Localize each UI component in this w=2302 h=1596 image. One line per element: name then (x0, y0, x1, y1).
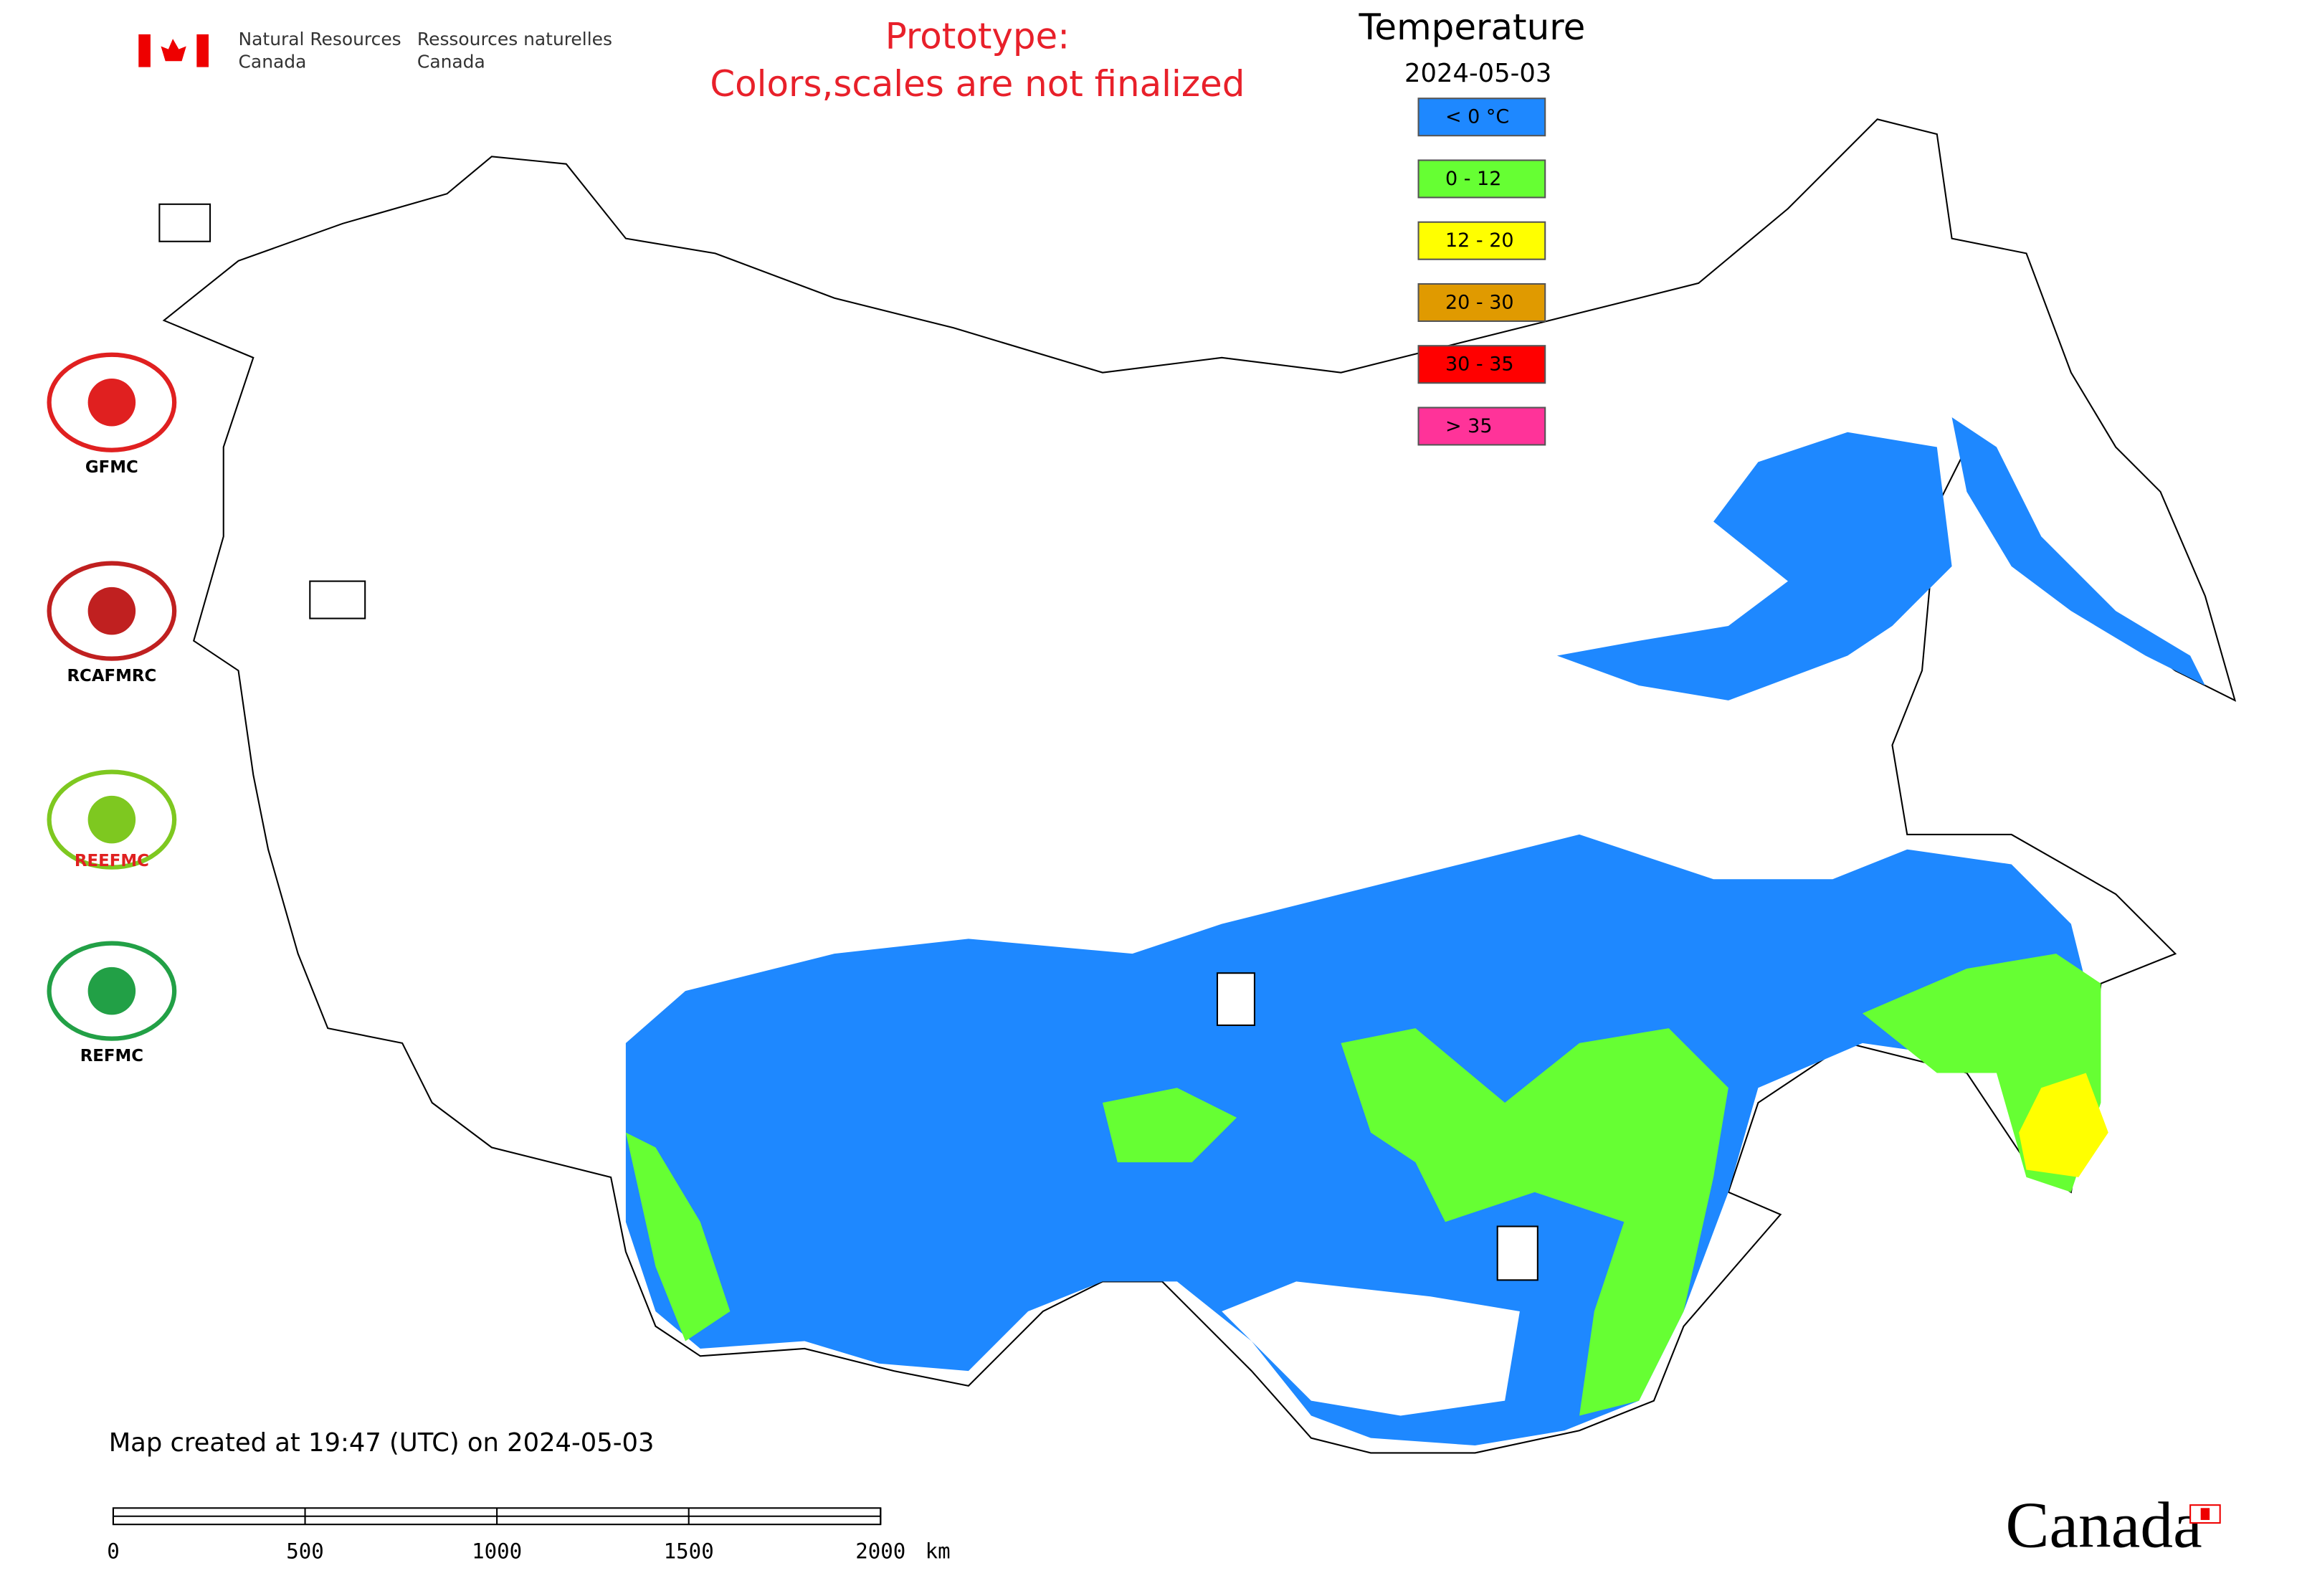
scale-bar-label: 0 (107, 1539, 120, 1564)
legend-swatch (1417, 345, 1546, 384)
legend-date: 2024-05-03 (1404, 59, 1551, 88)
legend-swatch (1417, 98, 1546, 137)
legend-title: Temperature (1358, 6, 1585, 48)
agency-fr-line: Canada (417, 51, 485, 72)
snow-free-gap (1222, 1281, 1520, 1416)
logo-emblem-core (87, 586, 136, 635)
legend-label: < 0 °C (1445, 106, 1509, 128)
canada-wordmark: Canada (2005, 1489, 2202, 1562)
logo-label: RCAFMRC (67, 667, 156, 685)
center-markers (158, 203, 1538, 1281)
scale-bar-label: 1500 (664, 1539, 714, 1564)
temp-region-12-20 (2019, 1073, 2108, 1177)
gfmc-marker (158, 203, 211, 242)
legend-label: > 35 (1445, 415, 1493, 437)
scale-bar-unit: km (926, 1539, 951, 1564)
notice-line: Prototype: (885, 16, 1070, 57)
logo-label: GFMC (85, 458, 138, 477)
legend-label: 0 - 12 (1445, 168, 1501, 190)
scale-bar-label: 500 (286, 1539, 324, 1564)
footer-note: Map created at 19:47 (UTC) on 2024-05-03 (109, 1428, 655, 1458)
agency-en-line: Natural Resources (239, 29, 401, 49)
legend-label: 12 - 20 (1445, 229, 1514, 252)
notice-line: Colors,scales are not finalized (710, 63, 1245, 105)
temp-region-0-12 (625, 954, 2101, 1416)
agency-fr-line: Ressources naturelles (417, 29, 612, 49)
refmc-marker (1216, 972, 1255, 1026)
logo-emblem-core (87, 378, 136, 427)
logo-emblem-core (87, 966, 136, 1015)
scale-bar-label: 2000 (855, 1539, 905, 1564)
logo-label: REEFMC (75, 852, 149, 870)
wordmark-flag (2189, 1504, 2221, 1524)
legend-swatch (1417, 407, 1546, 446)
reefmc-marker (309, 580, 366, 619)
canada-flag (138, 34, 209, 67)
legend-swatch (1417, 221, 1546, 260)
agency-en-line: Canada (239, 51, 307, 72)
map (158, 118, 2237, 1454)
legend-label: 20 - 30 (1445, 291, 1514, 313)
legend-label: 30 - 35 (1445, 353, 1514, 376)
legend-swatch (1417, 282, 1546, 322)
legend-swatch (1417, 159, 1546, 199)
logo-label: REFMC (80, 1047, 143, 1065)
scale-bar-label: 1000 (472, 1539, 522, 1564)
temp-region-below-0 (625, 417, 2205, 1446)
logo-emblem-core (87, 795, 136, 844)
rcafmrc-marker (1496, 1225, 1538, 1281)
